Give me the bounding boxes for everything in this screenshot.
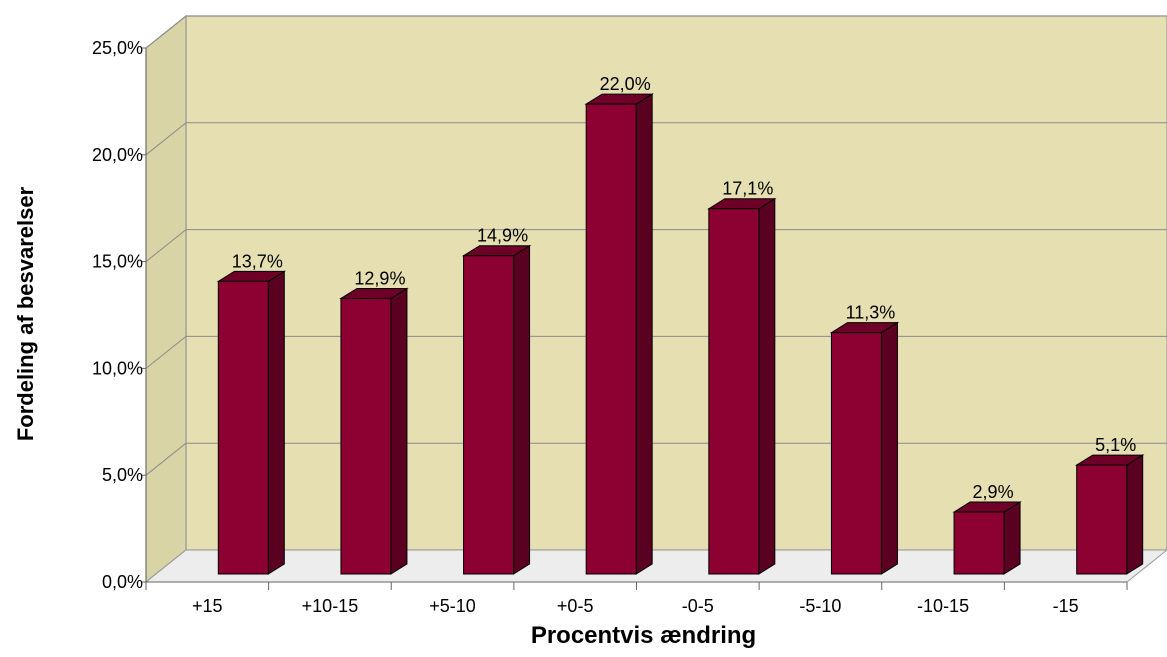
bar: [461, 244, 532, 575]
bar-front: [217, 280, 269, 575]
bar-front: [953, 511, 1005, 575]
bar-side: [880, 321, 898, 575]
bar-front: [708, 208, 760, 575]
bar-side: [635, 93, 653, 575]
x-tick-label: -10-15: [917, 596, 969, 616]
gridline-side: [145, 442, 187, 476]
gridline-side: [145, 122, 187, 156]
y-axis-title: Fordeling af besvarelser: [13, 186, 38, 442]
bar-front: [585, 103, 637, 575]
gridline-side: [145, 15, 187, 49]
bar-front: [830, 332, 882, 575]
data-label: 14,9%: [477, 226, 528, 246]
x-tick-label: -0-5: [682, 596, 714, 616]
bar: [952, 501, 1022, 575]
x-tick-label: +0-5: [557, 596, 594, 616]
bar-front: [463, 255, 515, 575]
data-label: 22,0%: [600, 74, 651, 94]
bar: [707, 197, 777, 575]
gridline-side: [145, 336, 187, 369]
x-axis: +15 +10-15 +5-10 +0-5 -0-5 -5-10 -10-15 -15: [145, 581, 1128, 616]
data-label: 2,9%: [973, 482, 1014, 502]
bar: [829, 321, 900, 575]
x-axis-title-wrap: Procentvis ændring: [0, 622, 1167, 650]
data-label: 13,7%: [232, 251, 283, 271]
side-wall: [145, 14, 187, 584]
chart-walls: [144, 14, 1167, 584]
bars: 13,7% 12,9% 14,9% 22,0% 17,1% 11,3% 2,9% 5,1%: [216, 74, 1145, 575]
y-tick-label: 0,0%: [102, 572, 143, 592]
x-tick-label: +5-10: [429, 596, 476, 616]
y-axis: 0,0% 5,0% 10,0% 15,0% 20,0% 25,0%: [92, 38, 147, 592]
y-tick-label: 5,0%: [102, 465, 143, 485]
bar-side: [758, 197, 776, 575]
y-tick-label: 25,0%: [92, 38, 143, 58]
data-label: 17,1%: [722, 179, 773, 199]
gridline-side: [145, 229, 187, 262]
data-label: 5,1%: [1095, 435, 1136, 455]
x-tick-label: +15: [192, 596, 223, 616]
y-tick-label: 20,0%: [92, 145, 143, 165]
bar: [339, 287, 409, 575]
x-tick-label: -5-10: [799, 596, 841, 616]
bar-side: [513, 244, 531, 575]
bar-side: [1126, 454, 1144, 575]
bar-side: [267, 270, 285, 575]
bar-side: [1003, 501, 1021, 575]
back-wall: [185, 15, 1167, 551]
x-tick-label: +10-15: [302, 596, 359, 616]
data-label: 12,9%: [354, 268, 405, 288]
bar-front: [1076, 464, 1128, 575]
y-tick-label: 10,0%: [92, 358, 143, 378]
data-label: 11,3%: [846, 303, 896, 323]
y-tick-label: 15,0%: [92, 252, 143, 272]
bar-side: [390, 287, 408, 575]
bar: [216, 270, 287, 575]
bar: [584, 93, 654, 575]
bar-front: [340, 297, 392, 575]
bar: [1074, 454, 1145, 575]
x-tick-label: -15: [1053, 596, 1079, 616]
x-axis-title: Procentvis ændring: [530, 622, 757, 649]
y-axis-title-wrap: Fordeling af besvarelser: [8, 0, 44, 657]
